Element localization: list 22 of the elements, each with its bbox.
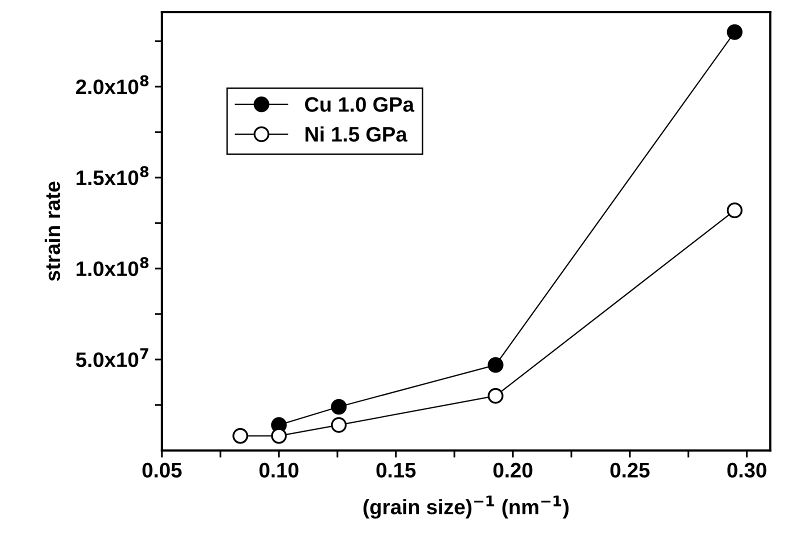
x-tick-label: 0.25 <box>610 462 650 478</box>
y-tick-label: 2.0x10$^{8}$ <box>76 75 149 94</box>
x-tick-label: 0.10 <box>259 462 298 478</box>
point <box>271 428 287 444</box>
point <box>232 428 248 444</box>
y-tick-label: 1.5x10$^{8}$ <box>76 166 149 186</box>
point <box>488 388 504 404</box>
point <box>330 417 347 433</box>
point <box>726 202 743 218</box>
x-tick-label: 0.05 <box>142 462 182 478</box>
legend-label: Ni 1.5 GPa <box>306 126 408 142</box>
x-tick-label: 0.30 <box>727 462 766 478</box>
x-axis-title: (grain size)$^{−1}$ (nm$^{−1}$) <box>363 496 569 519</box>
y-tick-label: 1.0x10$^{8}$ <box>76 257 149 276</box>
y-tick-label: 5.0x10$^{7}$ <box>76 348 148 368</box>
point <box>488 357 504 373</box>
x-tick-label: 0.20 <box>493 462 532 478</box>
legend-label: Cu 1.0 GPa <box>305 97 414 112</box>
y-axis-title: strain rate <box>44 182 60 281</box>
point <box>330 398 347 415</box>
x-tick-label: 0.15 <box>376 462 416 478</box>
point <box>726 24 743 40</box>
